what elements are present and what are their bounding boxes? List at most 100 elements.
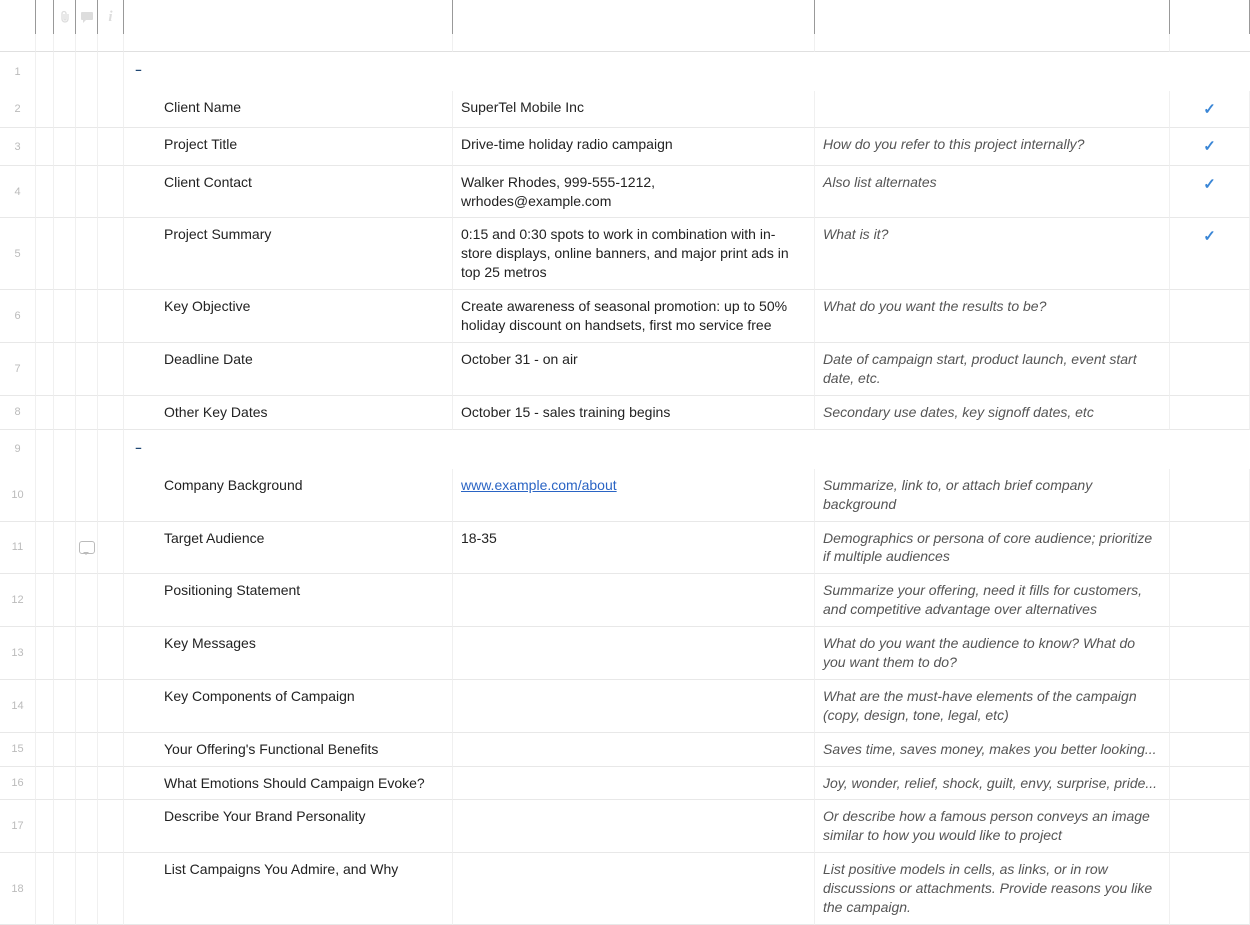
agency-review-cell[interactable] [1170,680,1250,733]
discussion-cell[interactable] [76,469,98,522]
action-item-cell[interactable]: Describe Your Brand Personality [124,800,453,853]
response-cell[interactable] [453,627,815,680]
instructions-cell[interactable]: What are the must-have elements of the c… [815,680,1170,733]
discussion-cell[interactable] [76,396,98,430]
attachment-cell[interactable] [54,91,76,128]
attachment-cell[interactable] [54,767,76,801]
discussion-cell[interactable] [76,343,98,396]
action-item-cell[interactable]: Deadline Date [124,343,453,396]
discussion-cell[interactable] [76,574,98,627]
collapse-icon[interactable]: − [132,443,145,456]
agency-review-cell[interactable] [1170,522,1250,575]
discussion-cell[interactable] [76,680,98,733]
action-item-cell[interactable]: Company Background [124,469,453,522]
agency-review-cell[interactable] [1170,469,1250,522]
instructions-cell[interactable] [815,91,1170,128]
instructions-cell[interactable]: List positive models in cells, as links,… [815,853,1170,925]
attachment-cell[interactable] [54,290,76,343]
attachment-cell[interactable] [54,128,76,165]
attachment-cell[interactable] [54,853,76,925]
instructions-cell[interactable]: Or describe how a famous person conveys … [815,800,1170,853]
response-cell[interactable] [453,680,815,733]
agency-review-cell[interactable]: ✓ [1170,128,1250,165]
attachment-cell[interactable] [54,800,76,853]
agency-column-header[interactable]: Agency Review... [1170,0,1250,34]
response-link[interactable]: www.example.com/about [461,477,617,493]
discussion-cell[interactable] [76,522,98,575]
instructions-cell[interactable]: Joy, wonder, relief, shock, guilt, envy,… [815,767,1170,801]
attachment-column-header[interactable] [54,0,76,34]
agency-review-cell[interactable] [1170,627,1250,680]
action-item-cell[interactable]: Target Audience [124,522,453,575]
instructions-column-header[interactable]: Instructions [815,0,1170,34]
action-item-cell[interactable]: Project Title [124,128,453,165]
discussion-cell[interactable] [76,800,98,853]
action-column-header[interactable]: Action Item [124,0,453,34]
response-cell[interactable]: 18-35 [453,522,815,575]
discussion-cell[interactable] [76,853,98,925]
collapse-icon[interactable]: − [132,65,145,78]
instructions-cell[interactable]: Also list alternates [815,166,1170,219]
agency-review-cell[interactable] [1170,800,1250,853]
agency-review-cell[interactable] [1170,733,1250,767]
response-cell[interactable] [453,853,815,925]
response-cell[interactable]: SuperTel Mobile Inc [453,91,815,128]
response-column-header[interactable]: Response [453,0,815,34]
attachment-cell[interactable] [54,574,76,627]
action-item-cell[interactable]: Your Offering's Functional Benefits [124,733,453,767]
action-item-cell[interactable]: Other Key Dates [124,396,453,430]
agency-review-cell[interactable] [1170,574,1250,627]
agency-review-cell[interactable]: ✓ [1170,91,1250,128]
response-cell[interactable] [453,574,815,627]
instructions-cell[interactable]: Date of campaign start, product launch, … [815,343,1170,396]
attachment-cell[interactable] [54,166,76,219]
action-item-cell[interactable]: Key Messages [124,627,453,680]
instructions-cell[interactable]: What is it? [815,218,1170,290]
instructions-cell[interactable]: Summarize, link to, or attach brief comp… [815,469,1170,522]
response-cell[interactable] [453,733,815,767]
response-cell[interactable] [453,767,815,801]
discussion-cell[interactable] [76,166,98,219]
agency-review-cell[interactable]: ✓ [1170,218,1250,290]
attachment-cell[interactable] [54,627,76,680]
agency-review-cell[interactable] [1170,343,1250,396]
instructions-cell[interactable]: Secondary use dates, key signoff dates, … [815,396,1170,430]
action-item-cell[interactable]: What Emotions Should Campaign Evoke? [124,767,453,801]
discussion-cell[interactable] [76,767,98,801]
agency-review-cell[interactable]: ✓ [1170,166,1250,219]
agency-review-cell[interactable] [1170,853,1250,925]
response-cell[interactable]: Walker Rhodes, 999-555-1212, wrhodes@exa… [453,166,815,219]
section-title[interactable]: − Project Overview [124,52,453,91]
response-cell[interactable]: Drive-time holiday radio campaign [453,128,815,165]
attachment-cell[interactable] [54,522,76,575]
discussion-cell[interactable] [76,627,98,680]
action-item-cell[interactable]: Key Objective [124,290,453,343]
info-column-header[interactable]: i [98,0,124,34]
attachment-cell[interactable] [54,469,76,522]
instructions-cell[interactable]: What do you want the audience to know? W… [815,627,1170,680]
discussion-cell[interactable] [76,290,98,343]
attachment-cell[interactable] [54,733,76,767]
agency-review-cell[interactable] [1170,767,1250,801]
discussion-cell[interactable] [76,733,98,767]
response-cell[interactable]: October 15 - sales training begins [453,396,815,430]
action-item-cell[interactable]: Project Summary [124,218,453,290]
instructions-cell[interactable]: Saves time, saves money, makes you bette… [815,733,1170,767]
discussion-column-header[interactable] [76,0,98,34]
instructions-cell[interactable]: Demographics or persona of core audience… [815,522,1170,575]
response-cell[interactable]: October 31 - on air [453,343,815,396]
agency-review-cell[interactable] [1170,396,1250,430]
response-cell[interactable]: Create awareness of seasonal promotion: … [453,290,815,343]
action-item-cell[interactable]: Positioning Statement [124,574,453,627]
action-item-cell[interactable]: Key Components of Campaign [124,680,453,733]
agency-review-cell[interactable] [1170,290,1250,343]
comment-icon[interactable] [79,541,95,554]
attachment-cell[interactable] [54,680,76,733]
response-cell[interactable]: 0:15 and 0:30 spots to work in combinati… [453,218,815,290]
action-item-cell[interactable]: Client Name [124,91,453,128]
instructions-cell[interactable]: Summarize your offering, need it fills f… [815,574,1170,627]
discussion-cell[interactable] [76,218,98,290]
attachment-cell[interactable] [54,218,76,290]
attachment-cell[interactable] [54,343,76,396]
discussion-cell[interactable] [76,128,98,165]
